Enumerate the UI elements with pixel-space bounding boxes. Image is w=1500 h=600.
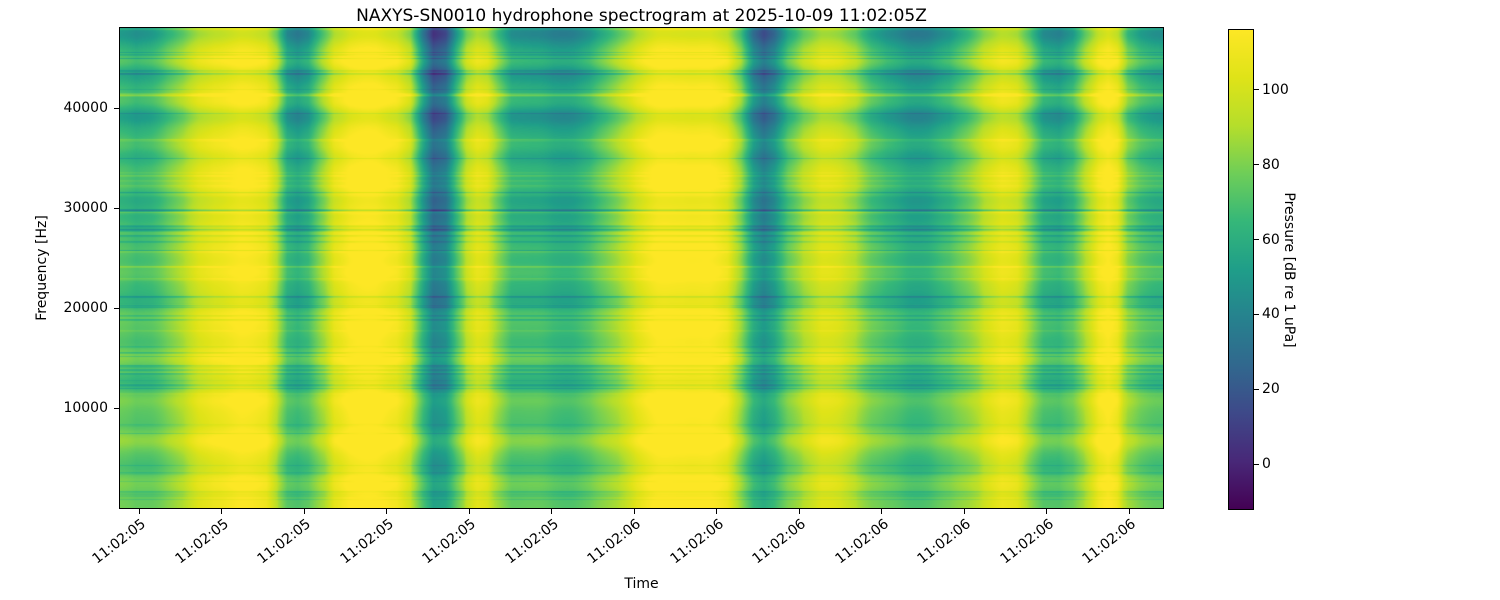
colorbar-tick — [1254, 463, 1259, 465]
spectrogram-heatmap — [120, 28, 1163, 508]
x-tick — [1128, 509, 1130, 514]
x-tick — [1046, 509, 1048, 514]
y-tick-label: 20000 — [63, 300, 108, 316]
x-tick — [551, 509, 553, 514]
y-tick — [114, 107, 119, 109]
x-tick — [303, 509, 305, 514]
y-tick — [114, 307, 119, 309]
x-axis-label: Time — [624, 576, 659, 592]
colorbar-tick — [1254, 89, 1259, 91]
x-tick — [386, 509, 388, 514]
y-tick-label: 30000 — [63, 200, 108, 216]
plot-title: NAXYS-SN0010 hydrophone spectrogram at 2… — [356, 6, 927, 26]
colorbar-tick — [1254, 164, 1259, 166]
x-tick — [138, 509, 140, 514]
colorbar-tick-label: 100 — [1262, 81, 1289, 98]
colorbar-tick-label: 40 — [1262, 306, 1280, 323]
x-tick — [221, 509, 223, 514]
plot-frame — [119, 27, 1164, 509]
colorbar — [1228, 29, 1254, 510]
colorbar-tick-label: 0 — [1262, 456, 1271, 473]
x-tick — [633, 509, 635, 514]
x-tick — [963, 509, 965, 514]
y-tick-label: 40000 — [63, 100, 108, 116]
colorbar-tick-label: 60 — [1262, 231, 1280, 248]
colorbar-tick — [1254, 239, 1259, 241]
x-tick — [468, 509, 470, 514]
x-tick — [716, 509, 718, 514]
y-tick — [114, 207, 119, 209]
x-tick — [798, 509, 800, 514]
x-tick — [881, 509, 883, 514]
colorbar-tick — [1254, 313, 1259, 315]
colorbar-tick-label: 20 — [1262, 381, 1280, 398]
colorbar-tick — [1254, 388, 1259, 390]
y-tick-label: 10000 — [63, 400, 108, 416]
y-tick — [114, 407, 119, 409]
colorbar-tick-label: 80 — [1262, 156, 1280, 173]
colorbar-gradient — [1229, 30, 1253, 509]
colorbar-label: Pressure [dB re 1 uPa] — [1281, 192, 1297, 348]
